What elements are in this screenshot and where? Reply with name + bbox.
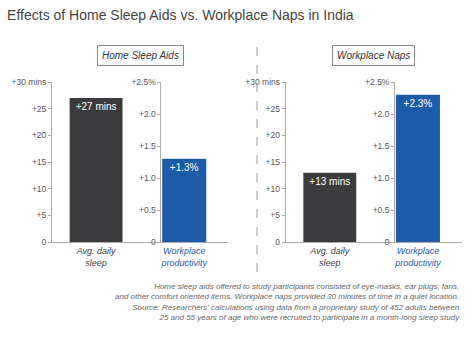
svg-text:+2.5%: +2.5%	[365, 77, 390, 87]
svg-text:0: 0	[385, 237, 390, 247]
svg-text:Workplace Naps: Workplace Naps	[337, 50, 410, 61]
svg-text:+27 mins: +27 mins	[76, 101, 117, 112]
svg-text:Avg. dailysleep: Avg. dailysleep	[309, 246, 349, 268]
svg-text:Effects of Home Sleep Aids vs.: Effects of Home Sleep Aids vs. Workplace…	[7, 7, 354, 23]
svg-text:+20: +20	[32, 130, 47, 140]
svg-text:+10: +10	[266, 184, 281, 194]
svg-text:Home sleep aids offered to stu: Home sleep aids offered to study partici…	[115, 282, 460, 322]
svg-text:Avg. dailysleep: Avg. dailysleep	[76, 246, 116, 268]
svg-text:+2.5%: +2.5%	[131, 77, 156, 87]
svg-text:+30 mins: +30 mins	[245, 77, 280, 87]
svg-text:+15: +15	[32, 157, 47, 167]
svg-text:Home Sleep Aids: Home Sleep Aids	[102, 50, 179, 61]
svg-text:+5: +5	[37, 210, 47, 220]
svg-text:+1.5: +1.5	[373, 141, 390, 151]
svg-text:Workplaceproductivity: Workplaceproductivity	[160, 246, 207, 268]
svg-text:+0.5: +0.5	[373, 205, 390, 215]
svg-text:Workplaceproductivity: Workplaceproductivity	[394, 246, 441, 268]
svg-text:+30 mins: +30 mins	[12, 77, 47, 87]
svg-text:+10: +10	[32, 184, 47, 194]
svg-text:+2.0: +2.0	[373, 109, 390, 119]
svg-text:+20: +20	[266, 130, 281, 140]
svg-text:+25: +25	[266, 104, 281, 114]
svg-text:+5: +5	[270, 210, 280, 220]
svg-text:0: 0	[275, 237, 280, 247]
svg-text:+1.0: +1.0	[139, 173, 156, 183]
svg-text:+1.3%: +1.3%	[170, 162, 199, 173]
svg-text:+1.5: +1.5	[139, 141, 156, 151]
svg-text:+2.0: +2.0	[139, 109, 156, 119]
svg-text:+25: +25	[32, 104, 47, 114]
svg-text:0: 0	[42, 237, 47, 247]
svg-text:+2.3%: +2.3%	[404, 98, 433, 109]
svg-text:+15: +15	[266, 157, 281, 167]
svg-text:+13 mins: +13 mins	[309, 176, 350, 187]
svg-text:0: 0	[151, 237, 156, 247]
svg-text:+0.5: +0.5	[139, 205, 156, 215]
svg-text:+1.0: +1.0	[373, 173, 390, 183]
